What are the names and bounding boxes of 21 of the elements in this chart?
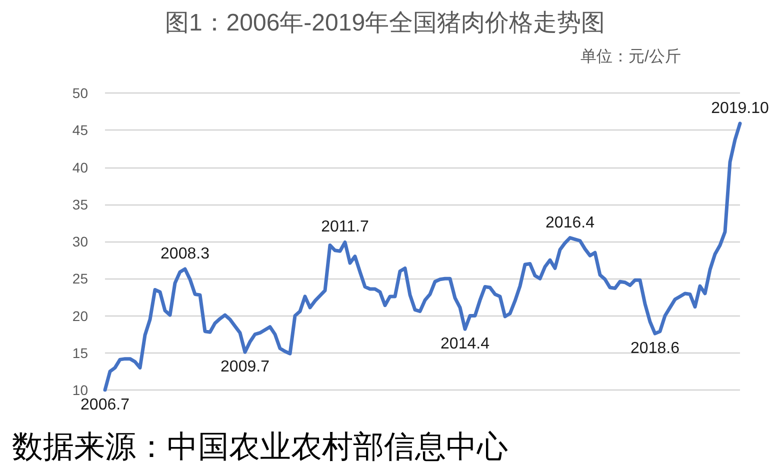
source-note: 数据来源：中国农业农村部信息中心 <box>12 429 508 464</box>
chart-title: 图1：2006年-2019年全国猪肉价格走势图 <box>164 10 606 36</box>
y-tick-label: 25 <box>72 270 88 287</box>
annotation: 2011.7 <box>321 218 369 236</box>
y-tick-label: 30 <box>72 234 88 250</box>
line-series <box>103 122 742 392</box>
annotation: 2006.7 <box>80 396 130 414</box>
y-tick-label: 15 <box>72 344 88 361</box>
y-tick-label: 10 <box>72 382 88 398</box>
y-tick-label: 45 <box>72 122 88 138</box>
annotation: 2008.3 <box>160 245 210 262</box>
annotation: 2018.6 <box>630 340 680 358</box>
chart-subtitle: 单位：元/公斤 <box>580 48 682 66</box>
annotation: 2014.4 <box>440 336 490 353</box>
y-tick-label: 20 <box>72 308 88 324</box>
y-tick-label: 40 <box>72 159 88 176</box>
y-tick-label: 50 <box>72 85 88 101</box>
annotation: 2019.10 <box>711 100 770 117</box>
annotation: 2016.4 <box>546 214 595 232</box>
y-tick-label: 35 <box>72 196 88 212</box>
annotation: 2009.7 <box>220 358 270 376</box>
